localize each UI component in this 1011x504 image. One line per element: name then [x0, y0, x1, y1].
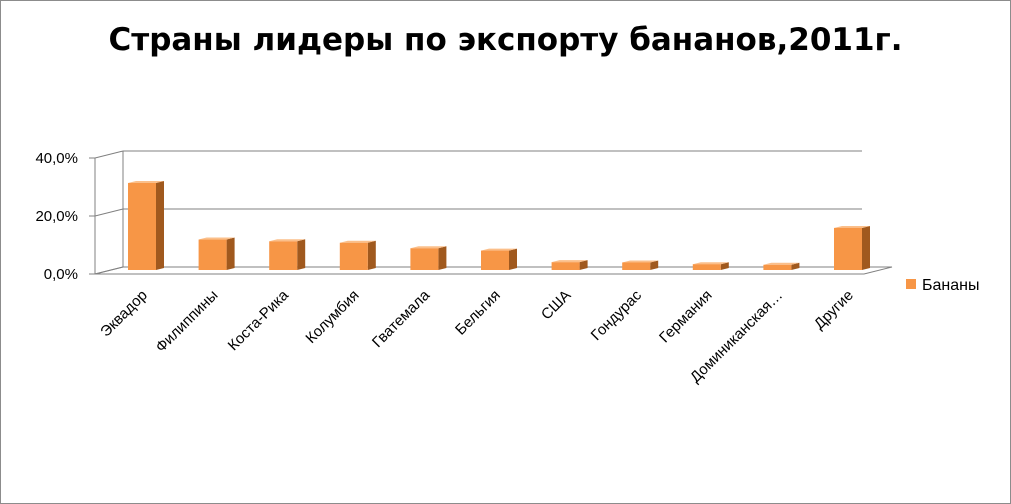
- x-tick-label: Германия: [656, 287, 716, 347]
- x-tick-label: Эквадор: [97, 287, 151, 341]
- bar-top: [128, 181, 164, 183]
- bar-side: [791, 262, 800, 270]
- bar-side: [650, 260, 659, 270]
- bars: [128, 181, 870, 270]
- bar-top: [551, 260, 588, 263]
- bar: [269, 241, 298, 270]
- bar: [692, 264, 721, 270]
- bar-top: [339, 240, 376, 243]
- bar: [551, 262, 580, 270]
- y-tick-label: 0,0%: [44, 266, 78, 283]
- bar: [198, 239, 227, 270]
- x-tick-label: Филиппины: [152, 287, 221, 356]
- bar-side: [509, 248, 517, 270]
- bar: [410, 248, 439, 270]
- bar-top: [763, 262, 800, 265]
- category-labels: Эквадор Филиппины Коста-Рика Колумбия Гватем…: [97, 286, 857, 386]
- bar-side: [226, 237, 235, 270]
- bar-top: [410, 246, 447, 249]
- x-tick-label: Коста-Рика: [225, 286, 293, 354]
- bar: [339, 242, 368, 270]
- bar-side: [367, 240, 376, 270]
- bar-side: [862, 225, 870, 270]
- bar: [481, 250, 509, 270]
- bar-side: [297, 239, 306, 270]
- bar-top: [622, 260, 659, 263]
- gridline-side: [94, 150, 124, 159]
- legend-label-bananas: Бананы: [922, 277, 979, 294]
- bar-top: [198, 237, 235, 240]
- x-tick-label: Бельгия: [452, 287, 504, 339]
- bar: [128, 183, 156, 270]
- bar: [763, 264, 792, 270]
- gridline-side: [94, 208, 124, 217]
- bar-side: [720, 262, 729, 270]
- x-tick-label: Гватемала: [369, 286, 434, 351]
- chart-floor: [94, 266, 893, 275]
- bar: [622, 262, 651, 270]
- bar: [834, 227, 862, 270]
- x-tick-label: США: [538, 287, 574, 323]
- bar-top: [269, 239, 306, 242]
- bar-side: [579, 260, 588, 270]
- bar-side: [156, 181, 164, 270]
- legend-swatch: [906, 279, 916, 289]
- chart-title: Страны лидеры по экспорту бананов,2011г.: [108, 22, 903, 58]
- bar-side: [438, 246, 447, 270]
- y-axis: 0,0% 20,0% 40,0%: [35, 150, 893, 283]
- bar-top: [481, 248, 517, 251]
- x-tick-label: Гондурас: [588, 286, 646, 344]
- y-tick-label: 40,0%: [35, 150, 78, 167]
- x-tick-label: Другие: [811, 287, 857, 333]
- legend: Бананы: [906, 277, 979, 294]
- bar-top: [692, 262, 729, 265]
- x-tick-label: Колумбия: [302, 287, 362, 347]
- bar-top: [834, 225, 870, 228]
- y-tick-label: 20,0%: [35, 208, 78, 225]
